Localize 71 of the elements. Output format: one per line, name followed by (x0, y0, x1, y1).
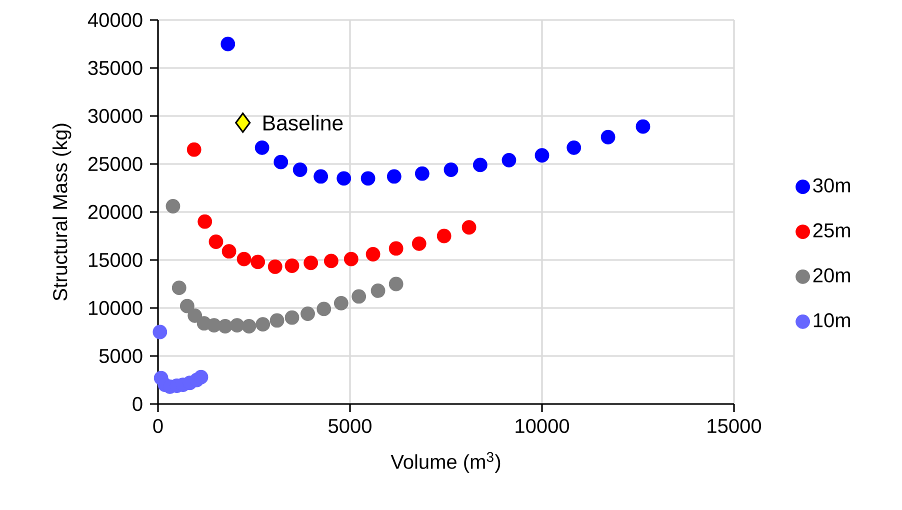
point (370, 284, 386, 298)
x-tick-label: 15000 (708, 418, 762, 434)
point (388, 276, 404, 292)
point (268, 260, 282, 274)
x-tick-label: 10000 (516, 418, 570, 434)
y-axis-title: Structural Mass (kg) (52, 124, 72, 301)
point (502, 152, 516, 168)
x-axis-title: Volume (m$^{3}$) (390, 452, 500, 473)
point (444, 162, 458, 177)
point (208, 234, 224, 249)
point (222, 244, 236, 259)
point (314, 169, 328, 184)
x-tick-label: 0 (153, 418, 163, 434)
point (180, 298, 194, 314)
point (250, 254, 266, 270)
point (284, 310, 300, 325)
point (436, 228, 452, 244)
point (472, 158, 488, 172)
point (186, 142, 202, 157)
y-tick-label: 10000 (88, 300, 142, 316)
point (198, 214, 212, 229)
point (218, 319, 232, 334)
point (292, 162, 308, 177)
legend-label: 10m (814, 313, 850, 328)
point (194, 370, 208, 384)
point (336, 171, 352, 186)
point (152, 324, 168, 340)
point (324, 254, 338, 268)
point (270, 313, 284, 328)
point (235, 112, 251, 133)
y-tick-label: 20000 (88, 204, 142, 220)
point (274, 154, 288, 170)
y-tick-label: 30000 (88, 108, 142, 124)
point (388, 241, 404, 256)
legend-label: 30m (813, 178, 850, 192)
point (462, 220, 476, 235)
point (256, 317, 270, 332)
point (386, 169, 402, 184)
point (188, 308, 202, 323)
point (304, 256, 318, 270)
point (284, 258, 300, 273)
point (636, 119, 650, 134)
legend-label: 20m (813, 268, 850, 282)
point (316, 302, 332, 316)
y-tick-label: 0 (132, 396, 142, 412)
x-tick-label: 5000 (328, 418, 372, 434)
point (236, 252, 252, 266)
point (166, 199, 180, 214)
point (566, 140, 582, 155)
y-tick-label: 15000 (88, 252, 142, 268)
point (600, 130, 616, 144)
y-tick-label: 25000 (88, 156, 142, 172)
point (360, 171, 376, 186)
series-label: Baseline (264, 114, 343, 131)
point (334, 296, 348, 310)
legend-label: 25m (813, 223, 850, 238)
point (254, 140, 270, 155)
point (352, 289, 366, 304)
y-tick-label: 40000 (88, 12, 142, 28)
point (534, 148, 550, 163)
point (366, 247, 380, 262)
y-tick-label: 5000 (99, 348, 142, 364)
point (412, 236, 426, 251)
point (414, 166, 430, 181)
point (230, 318, 244, 332)
y-tick-label: 35000 (88, 60, 142, 76)
point (300, 306, 315, 321)
point (344, 252, 358, 266)
point (172, 280, 186, 296)
point (242, 319, 256, 334)
point (220, 36, 236, 52)
